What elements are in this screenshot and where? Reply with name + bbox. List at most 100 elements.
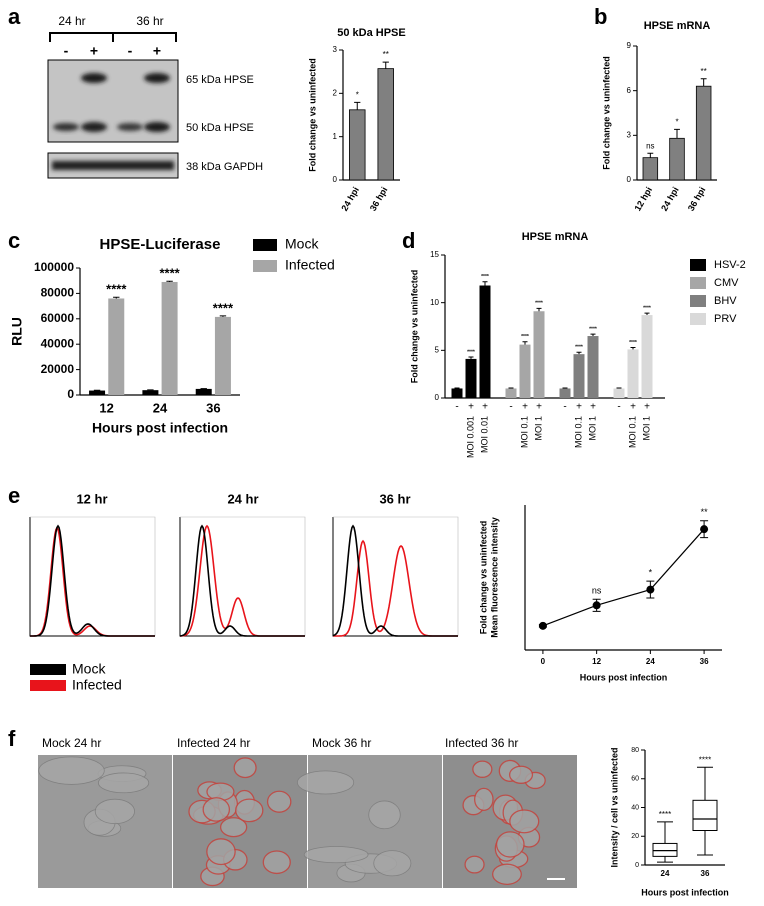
significance: ** bbox=[383, 50, 389, 59]
bar bbox=[451, 388, 463, 398]
x-tick-label: 12 bbox=[592, 657, 601, 666]
significance: ** bbox=[701, 67, 707, 76]
cell bbox=[464, 855, 485, 874]
legend-label: Infected bbox=[72, 677, 122, 693]
cell bbox=[368, 800, 401, 830]
y-tick-label: 80000 bbox=[41, 286, 75, 300]
condition-label: + bbox=[536, 402, 542, 413]
y-axis-label: RLU bbox=[9, 317, 25, 346]
line bbox=[542, 528, 705, 627]
dose-label: MOI 0.1 bbox=[627, 416, 637, 448]
flow-title: 12 hr bbox=[76, 491, 107, 506]
panel-letter: f bbox=[8, 726, 16, 751]
band-label: 65 kDa HPSE bbox=[186, 74, 254, 86]
flow-curve bbox=[30, 524, 155, 637]
point bbox=[646, 585, 655, 594]
significance: **** bbox=[213, 300, 234, 315]
dose-label: MOI 0.1 bbox=[573, 416, 583, 448]
condition-label: - bbox=[617, 402, 620, 413]
cell bbox=[219, 817, 248, 838]
bar bbox=[161, 281, 178, 395]
y-tick-label: 60 bbox=[631, 776, 639, 783]
error-bar bbox=[647, 152, 654, 158]
cell bbox=[303, 846, 369, 864]
bar bbox=[559, 388, 571, 398]
y-tick-label: 0 bbox=[635, 862, 639, 869]
x-tick-label: 36 bbox=[700, 657, 709, 666]
flow-curve bbox=[179, 524, 305, 637]
cell bbox=[508, 765, 534, 784]
x-axis-label: Hours post infection bbox=[641, 887, 729, 897]
condition-label: + bbox=[522, 402, 528, 413]
significance: **** bbox=[575, 345, 583, 351]
y-tick-label: 9 bbox=[627, 41, 632, 50]
y-tick-label: 5 bbox=[435, 345, 440, 354]
bar bbox=[505, 388, 517, 398]
legend-swatch bbox=[690, 277, 706, 289]
condition-label: + bbox=[644, 402, 650, 413]
condition-label: - bbox=[455, 402, 458, 413]
x-tick-label: 36 bbox=[701, 869, 710, 878]
image-caption: Infected 24 hr bbox=[177, 736, 250, 750]
point bbox=[538, 621, 547, 630]
significance: **** bbox=[159, 266, 180, 281]
cell bbox=[262, 850, 291, 875]
error-bar bbox=[354, 101, 361, 110]
bracket bbox=[49, 32, 177, 42]
error-bar bbox=[468, 356, 474, 359]
cell bbox=[206, 838, 236, 866]
flow-curve bbox=[30, 526, 155, 637]
condition-label: - bbox=[563, 402, 566, 413]
cell bbox=[233, 757, 257, 779]
x-tick-label: 24 bbox=[661, 869, 670, 878]
error-bar bbox=[536, 307, 542, 312]
bar bbox=[627, 349, 639, 398]
band-label: 50 kDa HPSE bbox=[186, 122, 254, 134]
significance: **** bbox=[467, 349, 475, 355]
y-axis-label: Fold change vs uninfected bbox=[601, 56, 611, 170]
error-bar bbox=[522, 341, 528, 345]
significance: ns bbox=[592, 586, 602, 596]
bar bbox=[641, 315, 653, 398]
blot-time: 36 hr bbox=[136, 14, 163, 28]
panel-letter: b bbox=[594, 4, 607, 29]
bar bbox=[533, 311, 545, 398]
bar bbox=[669, 137, 685, 181]
lane-sign: - bbox=[64, 43, 69, 59]
box bbox=[652, 842, 678, 857]
chart-title: 50 kDa HPSE bbox=[337, 27, 405, 39]
error-bar bbox=[590, 333, 596, 337]
panel-letter: e bbox=[8, 483, 20, 508]
significance: ** bbox=[701, 507, 709, 517]
significance: **** bbox=[629, 340, 637, 346]
legend-label: Mock bbox=[285, 236, 319, 252]
y-tick-label: 2 bbox=[333, 88, 338, 97]
y-tick-label: 0 bbox=[435, 393, 440, 402]
dose-label: MOI 0.1 bbox=[519, 416, 529, 448]
bar bbox=[587, 336, 599, 398]
image-caption: Mock 24 hr bbox=[42, 736, 101, 750]
band bbox=[53, 123, 79, 131]
x-tick-label: 0 bbox=[541, 657, 546, 666]
legend-label: CMV bbox=[714, 277, 739, 289]
bar bbox=[642, 157, 659, 181]
chart-title: HPSE mRNA bbox=[644, 20, 711, 32]
cell bbox=[297, 770, 355, 795]
band bbox=[81, 73, 107, 83]
significance: ns bbox=[646, 141, 654, 150]
flow-frame bbox=[333, 516, 459, 636]
cell bbox=[94, 798, 135, 825]
lane-sign: - bbox=[128, 43, 133, 59]
flow-curve bbox=[332, 524, 458, 637]
bar bbox=[695, 85, 712, 181]
bar bbox=[479, 285, 491, 398]
band bbox=[117, 123, 143, 131]
chart-title: HPSE-Luciferase bbox=[100, 236, 221, 253]
y-tick-label: 0 bbox=[333, 175, 338, 184]
dose-label: MOI 1 bbox=[641, 416, 651, 441]
error-bar bbox=[482, 281, 488, 286]
cell bbox=[38, 756, 105, 785]
flow-title: 36 hr bbox=[379, 491, 410, 506]
